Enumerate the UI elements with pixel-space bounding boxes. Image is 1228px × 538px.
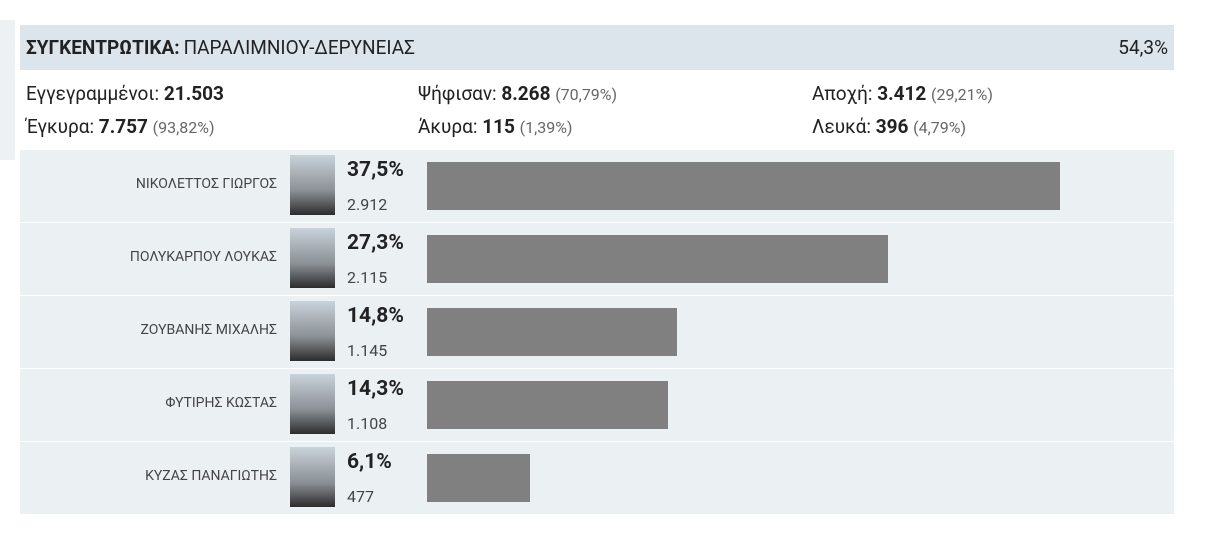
bar (427, 308, 677, 356)
percent-label: 27,3% (347, 231, 404, 255)
candidate-row: ΦΥΤΙΡΗΣ ΚΩΣΤΑΣ 14,3% 1.108 (20, 369, 1174, 442)
candidate-row: ΖΟΥΒΑΝΗΣ ΜΙΧΑΛΗΣ 14,8% 1.145 (20, 296, 1174, 369)
stat-value: 3.412 (877, 82, 927, 105)
stat: Λευκά: 396 (4,79%) (812, 115, 966, 138)
stat-label: Άκυρα: (418, 115, 478, 138)
stat: Ψήφισαν: 8.268 (70,79%) (418, 82, 617, 105)
results: ΝΙΚΟΛΕΤΤΟΣ ΓΙΩΡΓΟΣ 37,5% 2.912 ΠΟΛΥΚΑΡΠΟΥ Λ… (20, 150, 1174, 515)
candidate-photo (290, 447, 335, 507)
stat-share: (1,39%) (519, 118, 573, 137)
candidate-photo (290, 301, 335, 361)
candidate-name: ΚΥΖΑΣ ΠΑΝΑΓΙΩΤΗΣ (145, 468, 277, 484)
percent-label: 14,3% (347, 377, 404, 401)
header: ΣΥΓΚΕΝΤΡΩΤΙΚΑ: ΠΑΡΑΛΙΜΝΙΟΥ-ΔΕΡΥΝΕΙΑΣ 54,… (20, 25, 1174, 70)
stat: Αποχή: 3.412 (29,21%) (812, 82, 993, 105)
stat: Έγκυρα: 7.757 (93,82%) (26, 115, 215, 138)
percent-label: 14,8% (347, 304, 404, 328)
stat-share: (29,21%) (931, 85, 993, 104)
stat-label: Ψήφισαν: (418, 82, 497, 105)
counted: 54,3% (1118, 36, 1168, 59)
stat-value: 115 (482, 115, 515, 138)
candidate-name: ΖΟΥΒΑΝΗΣ ΜΙΧΑΛΗΣ (140, 322, 277, 338)
bar (427, 454, 530, 502)
stat-value: 7.757 (98, 115, 148, 138)
stat-share: (70,79%) (555, 85, 618, 104)
bar (427, 162, 1060, 210)
candidate-name: ΠΟΛΥΚΑΡΠΟΥ ΛΟΥΚΑΣ (129, 249, 277, 265)
stat-label: Εγγεγραμμένοι: (26, 82, 160, 105)
candidate-photo (290, 374, 335, 434)
votes-label: 1.145 (347, 341, 388, 360)
stat-label: Λευκά: (812, 115, 872, 138)
candidate-name: ΦΥΤΙΡΗΣ ΚΩΣΤΑΣ (165, 395, 277, 411)
votes-label: 2.115 (347, 268, 388, 287)
stat-value: 396 (875, 115, 909, 138)
candidate-name: ΝΙΚΟΛΕΤΤΟΣ ΓΙΩΡΓΟΣ (135, 176, 277, 192)
candidate-photo (290, 228, 335, 288)
candidate-row: ΚΥΖΑΣ ΠΑΝΑΓΙΩΤΗΣ 6,1% 477 (20, 442, 1174, 515)
votes-label: 477 (347, 487, 374, 506)
stat-label: Αποχή: (812, 82, 873, 105)
candidate-photo (290, 155, 335, 215)
stat-value: 8.268 (501, 82, 551, 105)
bar (427, 235, 888, 283)
stat: Άκυρα: 115 (1,39%) (418, 115, 573, 138)
stat-share: (4,79%) (913, 118, 967, 137)
candidate-row: ΠΟΛΥΚΑΡΠΟΥ ΛΟΥΚΑΣ 27,3% 2.115 (20, 223, 1174, 296)
title: ΠΑΡΑΛΙΜΝΙΟΥ-ΔΕΡΥΝΕΙΑΣ (183, 36, 415, 59)
votes-label: 1.108 (347, 414, 388, 433)
stat-value: 21.503 (163, 82, 224, 105)
percent-label: 37,5% (347, 158, 404, 182)
percent-label: 6,1% (347, 450, 392, 474)
bar (427, 381, 669, 429)
votes-label: 2.912 (347, 195, 388, 214)
side-panel (0, 20, 15, 160)
stat: Εγγεγραμμένοι: 21.503 (26, 82, 224, 105)
title-bold: ΣΥΓΚΕΝΤΡΩΤΙΚΑ: (26, 36, 180, 59)
candidate-row: ΝΙΚΟΛΕΤΤΟΣ ΓΙΩΡΓΟΣ 37,5% 2.912 (20, 150, 1174, 223)
stat-share: (93,82%) (152, 118, 215, 137)
stat-label: Έγκυρα: (26, 115, 95, 138)
